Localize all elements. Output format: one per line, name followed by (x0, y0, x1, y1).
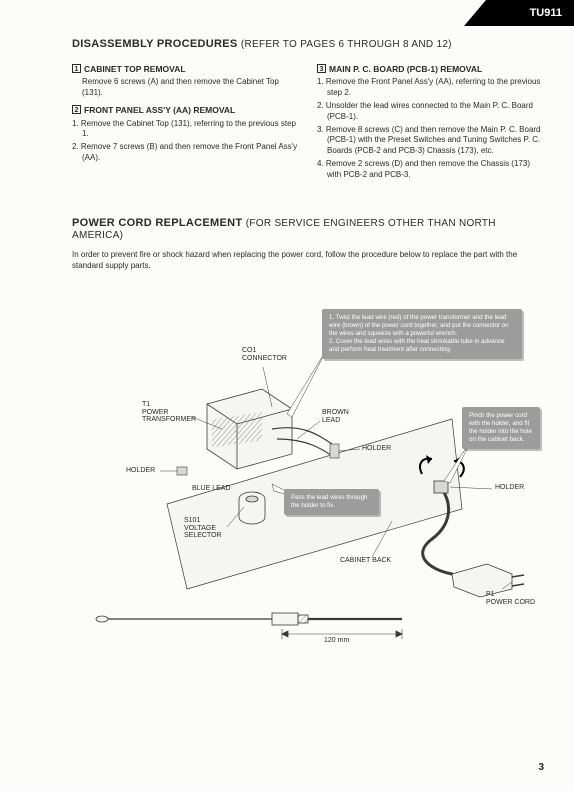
lbl-holder-m: HOLDER (362, 445, 391, 453)
section1-title: DISASSEMBLY PROCEDURES (REFER TO PAGES 6… (72, 38, 544, 50)
left-h1-body: Remove 6 screws (A) and then remove the … (72, 77, 299, 99)
boxnum-2: 2 (72, 105, 81, 114)
lbl-brown: BROWN LEAD (322, 409, 349, 424)
boxnum-1: 1 (72, 64, 81, 73)
callout-holder-pass: Pass the lead wires through the holder t… (284, 489, 379, 515)
section1-title-light: (REFER TO PAGES 6 THROUGH 8 AND 12) (241, 39, 452, 50)
section2-intro: In order to prevent fire or shock hazard… (72, 249, 544, 271)
page-content: DISASSEMBLY PROCEDURES (REFER TO PAGES 6… (0, 0, 574, 669)
left-h2: 2FRONT PANEL ASS'Y (AA) REMOVAL (72, 105, 299, 116)
lbl-t1: T1 POWER TRANSFORMER (142, 401, 196, 424)
callout-pinch: Pinch the power cord with the holder, an… (462, 407, 540, 449)
callout-connector: 1. Twist the lead wire (red) of the powe… (322, 309, 522, 359)
right-h1-text: MAIN P. C. BOARD (PCB-1) REMOVAL (329, 64, 482, 74)
right-s1: 1. Remove the Front Panel Ass'y (AA), re… (317, 77, 544, 99)
right-s2: 2. Unsolder the lead wires connected to … (317, 101, 544, 123)
lbl-holder-l: HOLDER (126, 467, 155, 475)
left-h2-s1: 1. Remove the Cabinet Top (131), referri… (72, 119, 299, 141)
left-h2-text: FRONT PANEL ASS'Y (AA) REMOVAL (84, 105, 235, 115)
right-s4: 4. Remove 2 screws (D) and then remove t… (317, 159, 544, 181)
boxnum-3: 3 (317, 64, 326, 73)
lbl-holder-r: HOLDER (495, 484, 524, 492)
left-h1-text: CABINET TOP REMOVAL (84, 64, 186, 74)
power-cord-diagram: 1. Twist the lead wire (red) of the powe… (72, 289, 542, 649)
lbl-p1: P1 POWER CORD (486, 591, 535, 606)
lbl-co1: CO1 CONNECTOR (242, 347, 287, 362)
section1-title-bold: DISASSEMBLY PROCEDURES (72, 38, 238, 50)
left-h2-s2: 2. Remove 7 screws (B) and then remove t… (72, 142, 299, 164)
right-s3: 3. Remove 8 screws (C) and then remove t… (317, 125, 544, 157)
disassembly-columns: 1CABINET TOP REMOVAL Remove 6 screws (A)… (72, 58, 544, 183)
right-h1: 3MAIN P. C. BOARD (PCB-1) REMOVAL (317, 64, 544, 75)
left-h1: 1CABINET TOP REMOVAL (72, 64, 299, 75)
lbl-s101: S101 VOLTAGE SELECTOR (184, 517, 222, 540)
col-right: 3MAIN P. C. BOARD (PCB-1) REMOVAL 1. Rem… (317, 58, 544, 183)
lbl-cabinet: CABINET BACK (340, 557, 391, 565)
section2-title-bold: POWER CORD REPLACEMENT (72, 217, 242, 229)
col-left: 1CABINET TOP REMOVAL Remove 6 screws (A)… (72, 58, 299, 183)
section2-title: POWER CORD REPLACEMENT (FOR SERVICE ENGI… (72, 217, 544, 241)
section2: POWER CORD REPLACEMENT (FOR SERVICE ENGI… (72, 217, 544, 649)
lbl-dim: 120 mm (324, 637, 349, 645)
lbl-blue: BLUE LEAD (192, 485, 231, 493)
page-number: 3 (538, 762, 544, 773)
